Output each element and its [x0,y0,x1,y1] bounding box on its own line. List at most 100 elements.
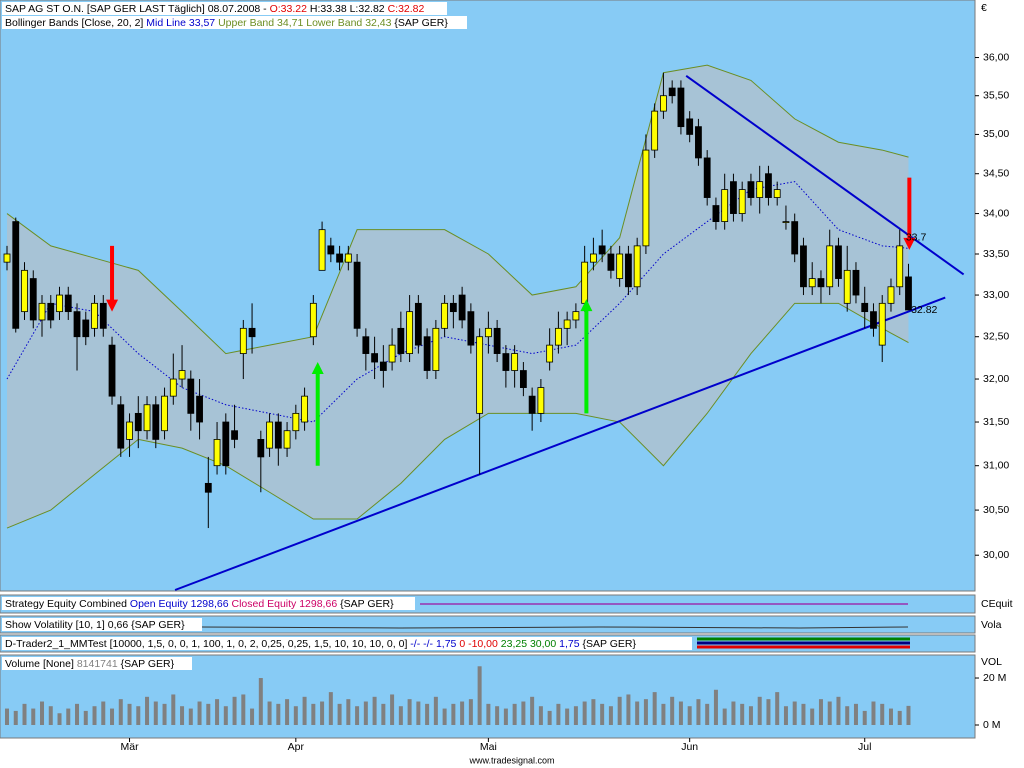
y-tick-label: 0 M [983,719,1001,731]
x-tick-label: Jun [681,741,698,753]
volume-bar [83,710,88,725]
candle-body [239,327,247,354]
candle-body [843,269,851,304]
candle-body [616,253,624,279]
volume-bar [153,701,158,725]
pane-axis-label: Vola [981,619,1002,631]
volume-bar [600,703,605,725]
legend-box [2,597,415,610]
candle-body [695,126,702,159]
y-axis-label: VOL [981,656,1002,668]
volume-bar [118,699,123,725]
candle-body [712,205,720,222]
volume-bar [740,703,745,725]
y-tick-label: 31,50 [983,416,1009,428]
volume-bar [110,708,115,725]
candle-body [353,261,361,329]
legend-text: {SAP GER} [583,638,637,650]
candle-body [21,269,28,313]
candle-body [493,327,501,354]
candle-body [213,439,221,467]
quote: L:32.82 [350,3,385,15]
chart-title: SAP AG ST O.N. [SAP GER LAST Täglich] 08… [5,3,267,15]
volume-bar [250,708,255,725]
band-line [6,302,909,529]
volume-bar [766,699,771,725]
volume-bar [862,710,867,725]
volume-bar [460,701,465,725]
indicator-line: Bollinger Bands [Close, 20, 2] Mid Line … [5,17,448,29]
candle-body [423,336,431,371]
volume-bar [827,701,832,725]
volume-bar [197,701,202,725]
candle-body [309,302,317,338]
candle-body [896,245,904,288]
volume-bar [853,703,858,725]
candle-body [283,430,291,449]
volume-bar [188,708,193,725]
legend-box [2,618,202,631]
candle-body [371,353,378,363]
volatility-pane [0,615,976,634]
legend-box [2,2,447,15]
candle-body [388,344,396,363]
volume-bar [503,708,508,725]
volume-bar [818,699,823,725]
candle-body [3,253,11,263]
trend-line [174,296,946,591]
candle-body [56,294,63,313]
volume-bar [223,706,228,725]
volume-bar [398,706,403,725]
candle-body [791,221,799,255]
volume-bar [206,703,211,725]
volume-bar [451,703,456,725]
trend-line [685,74,965,276]
volume-bar [48,706,53,725]
volume-bar [573,706,578,725]
legend-text: 23,25 30,00 [501,638,557,650]
y-tick-label: 36,00 [983,51,1009,63]
candle-body [476,336,484,414]
candle-body [738,189,746,214]
candle-body [870,311,877,329]
x-tick-label: Mär [120,741,139,753]
volume-bar [635,701,640,725]
volume-bar [906,705,911,725]
y-tick-label: 20 M [983,672,1006,684]
volume-title: Volume [None] [5,658,74,670]
volume-bar [22,703,27,725]
legend-text: {SAP GER} [340,598,394,610]
annotation: 33.7 [906,232,927,244]
volume-bar [416,701,421,725]
candle-body [625,253,632,288]
volume-bar [57,713,62,725]
volume-bar [92,706,97,725]
candle-body [222,421,230,467]
candle-body [677,87,685,128]
candle-body [73,311,81,338]
volume-bar [433,696,438,725]
volume-bar [547,710,552,725]
y-tick-label: 33,50 [983,248,1009,260]
volume-bar [215,699,220,725]
volume-bar [495,706,500,725]
volume-bar [180,706,185,725]
volume-bar [285,699,290,725]
candle-body [274,421,282,449]
candle-body [126,421,133,440]
arrow-head [580,299,593,312]
candle-body [554,327,562,346]
band-fill [7,65,909,529]
legend-text: Closed Equity 1298,66 [232,598,338,610]
y-tick-label: 35,50 [983,89,1009,101]
candle-body [642,149,650,247]
volume-bar [757,696,762,725]
symbol: {SAP GER} [121,658,175,670]
candle-body [327,245,335,255]
volume-bar [13,710,18,725]
volume-bar [171,694,176,725]
volume-bar [696,699,701,725]
footer: www.tradesignal.com [468,755,554,765]
volume-bar [845,706,850,725]
candle-body [344,253,352,263]
